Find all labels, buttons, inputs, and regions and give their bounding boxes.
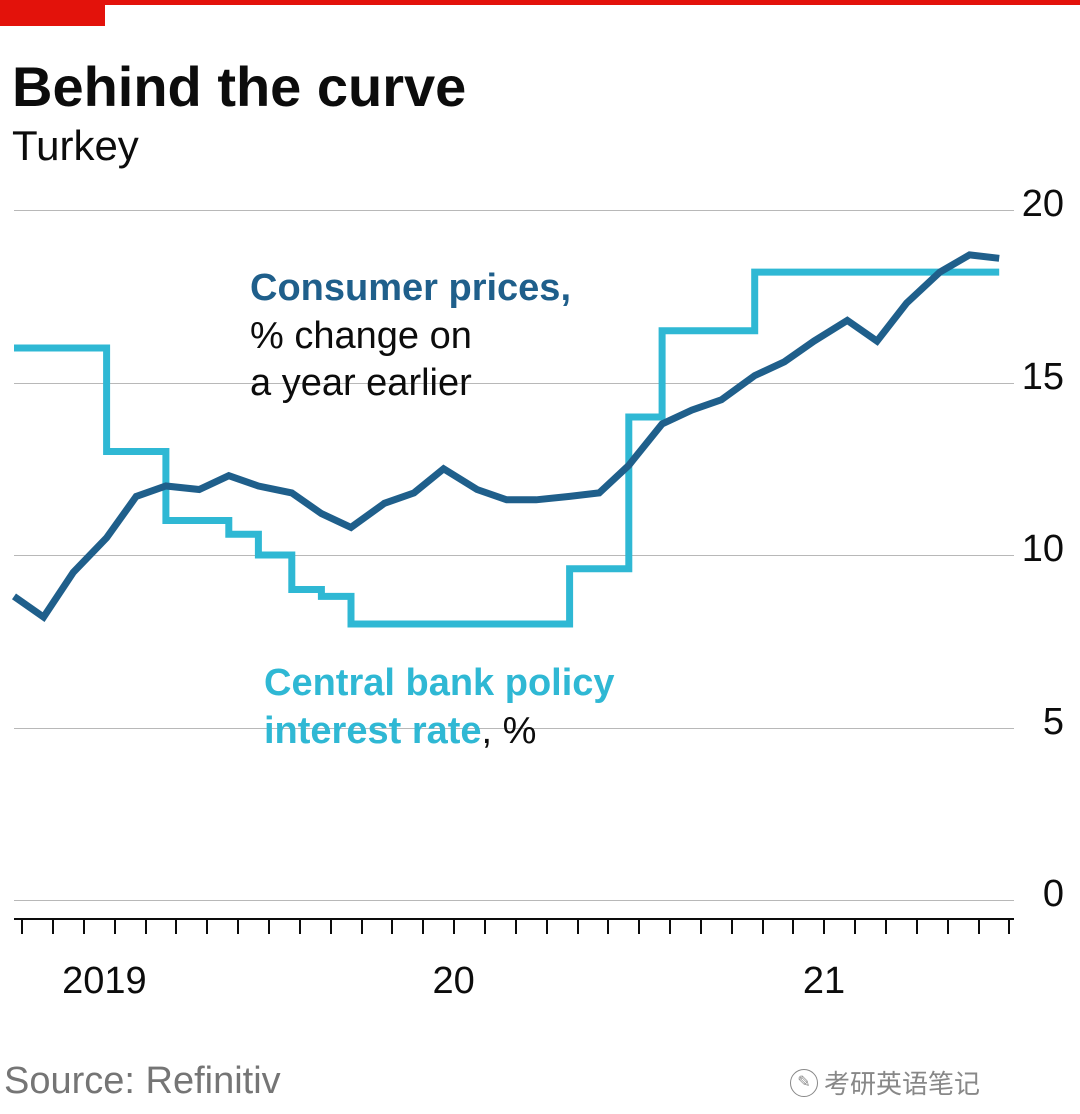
x-tick-minor — [299, 918, 301, 934]
y-axis-label: 15 — [1004, 356, 1064, 399]
x-tick-minor — [546, 918, 548, 934]
x-axis-label: 2019 — [62, 960, 147, 1003]
x-tick-minor — [916, 918, 918, 934]
x-tick-minor — [577, 918, 579, 934]
x-tick-minor — [762, 918, 764, 934]
x-tick-minor — [638, 918, 640, 934]
legend-policy-rate: Central bank policyinterest rate, % — [264, 660, 615, 755]
x-tick-minor — [21, 918, 23, 934]
wechat-icon: ✎ — [790, 1069, 818, 1097]
x-tick-minor — [114, 918, 116, 934]
x-tick-minor — [83, 918, 85, 934]
y-axis-label: 5 — [1004, 701, 1064, 744]
x-tick-minor — [422, 918, 424, 934]
x-axis-label: 21 — [803, 960, 845, 1003]
x-tick-minor — [237, 918, 239, 934]
y-axis-label: 10 — [1004, 528, 1064, 571]
legend-cp-rest: % change ona year earlier — [250, 315, 472, 405]
legend-cp-bold: Consumer prices, — [250, 267, 571, 309]
x-tick-minor — [854, 918, 856, 934]
x-tick-minor — [52, 918, 54, 934]
legend-pr-rest: , % — [482, 710, 537, 752]
x-tick-minor — [669, 918, 671, 934]
x-tick-minor — [515, 918, 517, 934]
y-axis-label: 20 — [1004, 183, 1064, 226]
gridline — [14, 900, 1014, 901]
legend-consumer-prices: Consumer prices, % change ona year earli… — [250, 265, 571, 408]
y-axis-label: 0 — [1004, 873, 1064, 916]
chart-subtitle: Turkey — [12, 122, 139, 170]
x-tick-minor — [330, 918, 332, 934]
x-axis-label: 20 — [433, 960, 475, 1003]
x-tick-minor — [206, 918, 208, 934]
x-tick-minor — [731, 918, 733, 934]
watermark: ✎ 考研英语笔记 — [790, 1064, 980, 1101]
header-red-line — [105, 0, 1080, 5]
x-tick-minor — [268, 918, 270, 934]
x-tick-minor — [484, 918, 486, 934]
x-tick-minor — [978, 918, 980, 934]
x-tick-minor — [175, 918, 177, 934]
x-tick-minor — [145, 918, 147, 934]
x-tick-minor — [391, 918, 393, 934]
x-tick-minor — [885, 918, 887, 934]
x-tick-minor — [947, 918, 949, 934]
x-tick-minor — [823, 918, 825, 934]
x-tick-minor — [1008, 918, 1010, 934]
x-tick-minor — [361, 918, 363, 934]
watermark-text: 考研英语笔记 — [824, 1064, 980, 1101]
source-text: Source: Refinitiv — [4, 1060, 281, 1103]
x-tick-minor — [700, 918, 702, 934]
x-tick-minor — [607, 918, 609, 934]
header-red-block — [0, 0, 105, 26]
chart-title: Behind the curve — [12, 54, 466, 119]
legend-pr-bold: Central bank policyinterest rate — [264, 662, 615, 752]
x-tick-minor — [453, 918, 455, 934]
x-tick-minor — [792, 918, 794, 934]
